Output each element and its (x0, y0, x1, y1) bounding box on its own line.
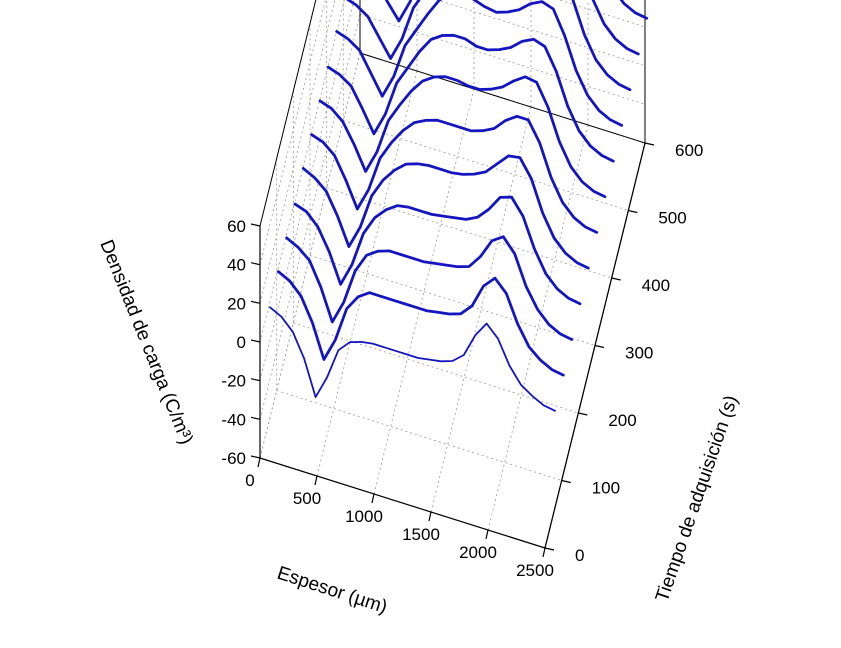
x-tick (428, 511, 432, 522)
z-tick (578, 412, 588, 416)
y-tick (250, 455, 261, 459)
x-tick (542, 547, 546, 558)
z-tick-label: 500 (658, 209, 686, 228)
z-tick (544, 547, 555, 551)
z-tick (644, 142, 655, 146)
y-tick-label: 20 (227, 294, 246, 313)
y-tick (250, 416, 261, 420)
y-tick-label: 40 (227, 256, 246, 275)
gridline (259, 0, 345, 343)
y-axis-title: Densidad de carga (C/m³) (95, 237, 196, 448)
axes (250, 142, 655, 558)
series-line (269, 306, 556, 412)
series-line (335, 0, 624, 127)
tick-labels: -60-40-200204060050010001500200025000100… (221, 141, 703, 580)
y-tick-label: 60 (227, 217, 246, 236)
series-line (326, 33, 615, 163)
z-tick-label: 600 (675, 141, 703, 160)
z-tick-label: 300 (625, 344, 653, 363)
z-tick-label: 100 (592, 479, 620, 498)
y-tick-label: 0 (237, 333, 246, 352)
x-tick (485, 529, 489, 540)
z-tick-label: 400 (642, 276, 670, 295)
series-layer (269, 0, 649, 412)
x-tick-label: 500 (293, 489, 321, 508)
gridline (430, 106, 532, 513)
y-tick-label: -20 (221, 372, 246, 391)
series-line (310, 114, 599, 234)
series-line (276, 270, 565, 377)
z-tick-label: 0 (575, 546, 584, 565)
z-axis-title: Tiempo de adquisición (s) (652, 393, 742, 605)
x-tick-label: 2000 (459, 543, 497, 562)
x-axis-title: Espesor (µm) (274, 563, 389, 618)
z-tick (594, 344, 605, 349)
z-tick (628, 209, 638, 214)
x-tick-label: 0 (245, 471, 254, 490)
y-tick-label: -60 (221, 449, 246, 468)
y-tick-label: -40 (221, 410, 246, 429)
x-tick-label: 1000 (345, 507, 383, 526)
y-tick (250, 339, 261, 343)
x-tick-label: 2500 (516, 561, 554, 580)
series-line (384, 0, 640, 56)
x-axis-line (259, 457, 546, 549)
gridline (276, 390, 562, 481)
gridline (487, 124, 589, 531)
box-frame (259, 0, 646, 549)
gridline (343, 120, 629, 211)
x-tick (257, 457, 261, 468)
x-tick (371, 493, 375, 504)
gridline (373, 88, 475, 495)
y-tick (250, 223, 261, 227)
x-tick (314, 475, 318, 486)
series-line (293, 195, 582, 306)
y-tick (250, 300, 261, 304)
series-line (301, 154, 590, 270)
z-tick-label: 200 (608, 411, 636, 430)
series-line (285, 235, 574, 341)
x-tick-label: 1500 (402, 525, 440, 544)
series-line (318, 75, 607, 199)
y-tick (250, 378, 261, 382)
frame-edge (259, 0, 317, 227)
gridline (359, 13, 646, 105)
y-tick (250, 262, 261, 266)
z-tick (611, 277, 621, 281)
z-tick (561, 479, 571, 484)
series-line (345, 0, 632, 92)
